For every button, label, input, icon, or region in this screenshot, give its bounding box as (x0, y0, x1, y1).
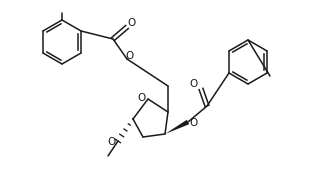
Polygon shape (165, 120, 189, 134)
Text: O: O (190, 118, 198, 128)
Text: O: O (189, 79, 197, 89)
Text: O: O (108, 137, 116, 147)
Text: O: O (126, 51, 134, 61)
Text: O: O (127, 18, 135, 28)
Text: O: O (137, 93, 145, 103)
